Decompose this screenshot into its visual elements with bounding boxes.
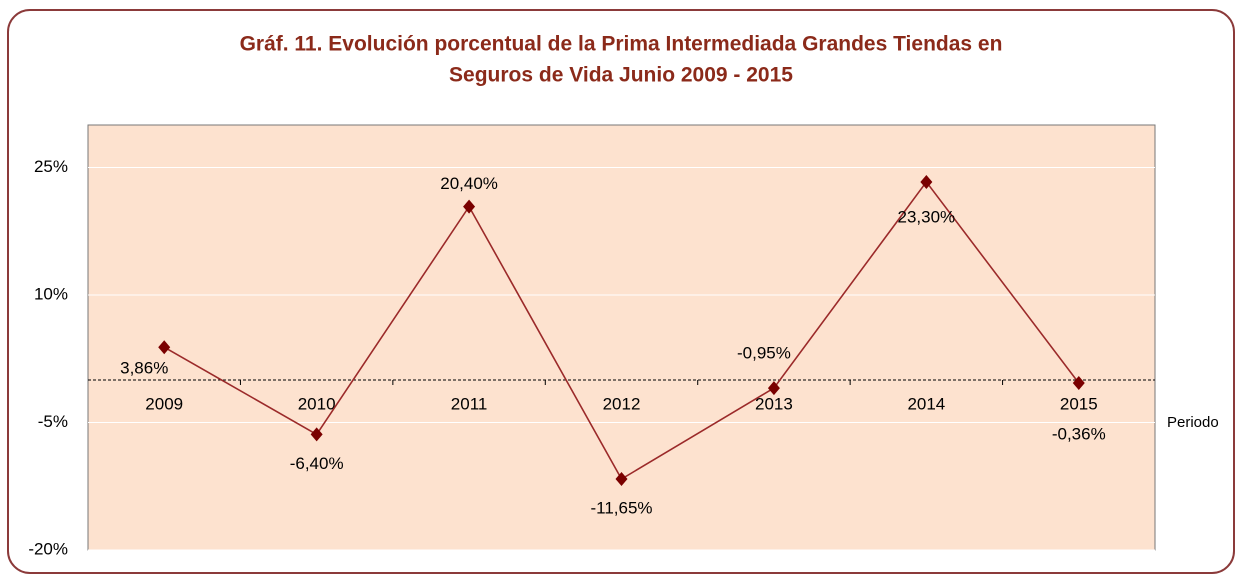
data-label: -0,95% — [737, 344, 791, 363]
data-label: 23,30% — [898, 207, 956, 226]
y-tick-label: -20% — [28, 539, 68, 558]
marker — [767, 381, 780, 396]
data-label: -0,36% — [1052, 425, 1106, 444]
x-tick-label: 2015 — [1060, 394, 1098, 413]
plot-area — [87, 124, 1156, 551]
x-tick-label: 2010 — [298, 394, 336, 413]
x-tick-label: 2009 — [145, 394, 183, 413]
marker — [920, 174, 933, 189]
marker — [310, 427, 323, 442]
x-tick-label: 2014 — [907, 394, 945, 413]
chart-title: Gráf. 11. Evolución porcentual de la Pri… — [240, 33, 1003, 56]
marker — [615, 472, 628, 487]
y-tick-label: 25% — [34, 157, 68, 176]
y-tick-label: 10% — [34, 284, 68, 303]
x-tick-label: 2012 — [603, 394, 641, 413]
x-tick-label: 2013 — [755, 394, 793, 413]
marker — [158, 340, 171, 355]
marker — [1072, 376, 1085, 391]
chart-title: Seguros de Vida Junio 2009 - 2015 — [449, 64, 793, 87]
marker — [463, 199, 476, 214]
data-label: 20,40% — [440, 174, 498, 193]
x-axis-label: Periodo — [1167, 414, 1219, 431]
data-label: -11,65% — [590, 499, 652, 518]
y-tick-label: -5% — [38, 412, 68, 431]
data-label: 3,86% — [120, 359, 168, 378]
x-tick-label: 2011 — [451, 394, 488, 413]
data-label: -6,40% — [290, 454, 344, 473]
